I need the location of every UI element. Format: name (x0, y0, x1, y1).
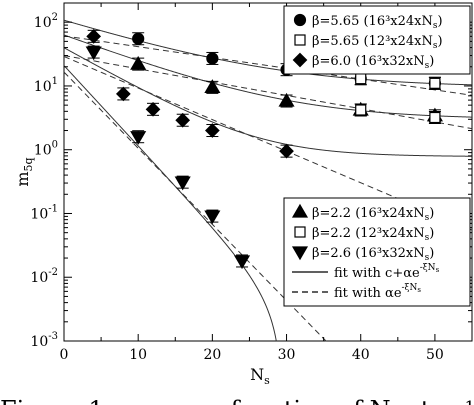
data-point-square-open (355, 104, 367, 116)
data-point-square-open (429, 77, 441, 89)
data-point-triangle-down-filled (174, 176, 191, 191)
legend-box (283, 5, 471, 75)
legend-marker-square-open (294, 34, 306, 46)
data-point-square-open (355, 73, 367, 85)
y-tick-label: 102 (34, 12, 58, 31)
data-point-square-open (429, 111, 441, 124)
figure-caption: Figure 1. m₅q as a function of Nₛ at a⁻¹… (0, 396, 474, 405)
legend-top: β=5.65 (16³x24xNs) β=5.65 (12³x24xNs) β=6.… (283, 5, 471, 75)
y-tick-label: 100 (34, 140, 58, 159)
fit-curve-dashed-7 (63, 71, 327, 342)
legend-marker-square-open (294, 226, 306, 238)
x-tick-label: 50 (426, 347, 444, 363)
x-tick-label: 30 (278, 347, 296, 363)
y-axis-label: m5q (13, 157, 35, 186)
x-tick-label: 40 (352, 347, 370, 363)
legend-label: β=5.65 (12³x24xNs) (312, 34, 443, 51)
y-tick-label: 10-2 (30, 267, 58, 286)
x-tick-label: 20 (203, 347, 221, 363)
data-point-diamond-filled (205, 123, 220, 138)
data-point-triangle-down-filled (233, 255, 251, 270)
y-tick-label: 10-1 (30, 203, 58, 222)
data-point-circle-filled (132, 32, 145, 45)
data-point-diamond-filled (279, 143, 294, 159)
legend-label: β=2.2 (12³x24xNs) (312, 226, 434, 243)
fit-curves (63, 19, 473, 342)
fit-curve-solid-2 (63, 34, 473, 118)
data-point-triangle-up-filled (278, 92, 295, 107)
fit-curve-solid-6 (63, 65, 277, 342)
plot-area (63, 2, 473, 342)
data-point-triangle-down-filled (85, 46, 102, 61)
data-point-diamond-filled (145, 101, 161, 117)
data-point-triangle-up-filled (130, 55, 147, 70)
data-point-circle-filled (206, 52, 219, 65)
x-axis-label: Ns (250, 365, 270, 387)
legend-marker-circle-filled (293, 13, 307, 27)
x-tick-label: 10 (129, 347, 147, 363)
data-point-triangle-up-filled (204, 79, 221, 93)
data-point-triangle-down-filled (204, 210, 221, 225)
y-tick-label: 101 (34, 76, 58, 95)
y-tick-label: 10-3 (30, 331, 58, 350)
fit-curve-solid-4 (63, 47, 473, 157)
legend-label: β=6.0 (16³x32xNs) (312, 54, 434, 71)
legend-bottom: β=2.2 (16³x24xNs) β=2.2 (12³x24xNs) β=2.6 … (283, 197, 471, 307)
data-point-diamond-filled (115, 86, 131, 102)
fit-curve-dashed-3 (63, 55, 473, 130)
fit-curve-dashed-1 (63, 35, 473, 96)
data-point-triangle-down-filled (130, 131, 147, 145)
legend-box (283, 197, 471, 307)
legend-marker-triangle-up-filled (291, 203, 309, 218)
legend-label: β=5.65 (16³x24xNs) (312, 14, 443, 31)
fit-curve-dashed-5 (63, 56, 473, 231)
legend-marker-diamond-filled (292, 52, 308, 68)
axes: 0 10 20 30 40 50 10-3 10-2 10-1 100 101 102 (30, 2, 472, 363)
legend-label: β=2.2 (16³x24xNs) (312, 206, 434, 223)
legend-label: β=2.6 (16³x32xNs) (312, 246, 434, 263)
data-point-diamond-filled (86, 28, 102, 44)
legend-marker-triangle-down-filled (291, 246, 309, 261)
legend-label: fit with c+αe-ξNs (334, 263, 440, 281)
fit-curve-solid-0 (63, 19, 473, 86)
legend-label: fit with αe-ξNs (334, 283, 421, 301)
data-point-diamond-filled (175, 112, 191, 128)
x-tick-label: 0 (60, 347, 69, 363)
